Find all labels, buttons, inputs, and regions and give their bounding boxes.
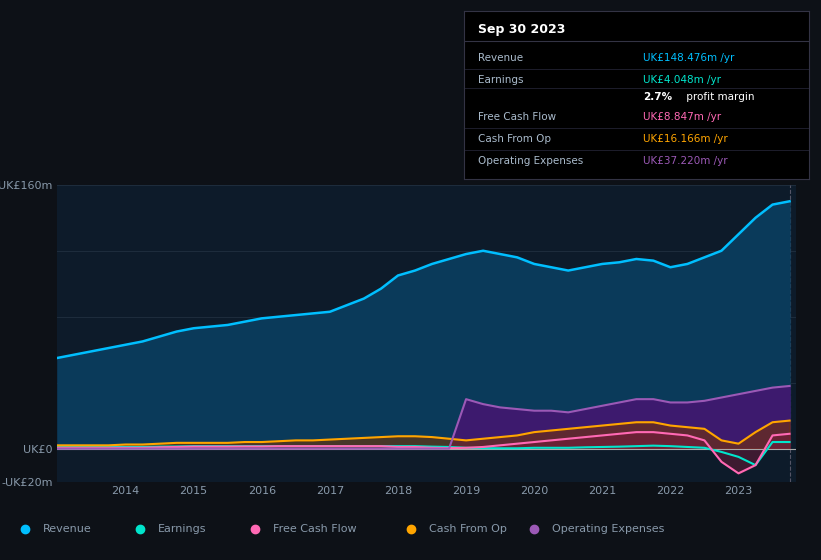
Text: Operating Expenses: Operating Expenses <box>552 524 664 534</box>
Text: UK£16.166m /yr: UK£16.166m /yr <box>643 134 728 144</box>
Text: UK£8.847m /yr: UK£8.847m /yr <box>643 112 722 122</box>
Text: Free Cash Flow: Free Cash Flow <box>478 112 556 122</box>
Text: UK£4.048m /yr: UK£4.048m /yr <box>643 75 721 85</box>
Text: Sep 30 2023: Sep 30 2023 <box>478 23 565 36</box>
Text: Earnings: Earnings <box>158 524 206 534</box>
Text: Operating Expenses: Operating Expenses <box>478 156 583 166</box>
Text: UK£37.220m /yr: UK£37.220m /yr <box>643 156 727 166</box>
Text: 2.7%: 2.7% <box>643 92 672 102</box>
Text: Revenue: Revenue <box>478 53 523 63</box>
Text: UK£148.476m /yr: UK£148.476m /yr <box>643 53 735 63</box>
Text: profit margin: profit margin <box>683 92 754 102</box>
Text: Free Cash Flow: Free Cash Flow <box>273 524 356 534</box>
Text: Cash From Op: Cash From Op <box>429 524 507 534</box>
Text: Revenue: Revenue <box>43 524 91 534</box>
Text: Cash From Op: Cash From Op <box>478 134 551 144</box>
Text: Earnings: Earnings <box>478 75 523 85</box>
